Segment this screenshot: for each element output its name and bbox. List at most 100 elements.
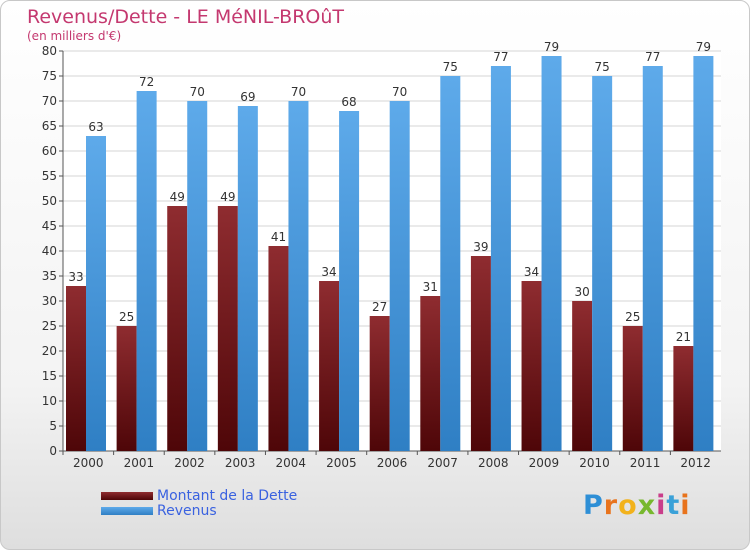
bar-dette [319, 281, 340, 451]
data-label: 34 [321, 265, 336, 279]
data-label: 70 [392, 85, 407, 99]
logo-letter: i [656, 490, 667, 521]
data-label: 39 [473, 240, 488, 254]
y-tick-label: 45 [42, 219, 57, 233]
bar-revenus [237, 106, 258, 451]
data-label: 49 [170, 190, 185, 204]
x-tick-label: 2000 [73, 456, 104, 470]
bar-dette [268, 246, 289, 451]
y-tick-label: 0 [49, 444, 57, 458]
data-label: 77 [493, 50, 508, 64]
bar-dette [470, 256, 491, 451]
y-tick-label: 80 [42, 44, 57, 58]
bar-revenus [541, 56, 562, 451]
data-label: 49 [220, 190, 235, 204]
chart-subtitle: (en milliers d'€) [27, 29, 122, 43]
y-tick-label: 40 [42, 244, 57, 258]
bar-dette [217, 206, 238, 451]
data-label: 33 [68, 270, 83, 284]
bar-dette [369, 316, 390, 451]
legend-item-revenus: Revenus [101, 502, 297, 519]
y-tick-label: 50 [42, 194, 57, 208]
x-tick-label: 2008 [478, 456, 509, 470]
data-label: 31 [423, 280, 438, 294]
bar-revenus [187, 101, 208, 451]
bar-dette [116, 326, 137, 451]
x-tick-label: 2012 [680, 456, 711, 470]
bar-dette [622, 326, 643, 451]
x-tick-label: 2011 [630, 456, 661, 470]
y-tick-label: 75 [42, 69, 57, 83]
legend-swatch-revenus [101, 506, 153, 515]
x-tick-label: 2009 [529, 456, 560, 470]
data-label: 27 [372, 300, 387, 314]
legend-label-dette: Montant de la Dette [157, 487, 298, 504]
x-tick-label: 2003 [225, 456, 256, 470]
y-tick-label: 25 [42, 319, 57, 333]
x-tick-label: 2007 [427, 456, 458, 470]
y-tick-label: 60 [42, 144, 57, 158]
y-tick-label: 55 [42, 169, 57, 183]
data-label: 21 [676, 330, 691, 344]
y-tick-label: 10 [42, 394, 57, 408]
legend: Montant de la Dette Revenus [101, 487, 298, 519]
bar-revenus [490, 66, 511, 451]
bar-revenus [288, 101, 309, 451]
y-tick-label: 70 [42, 94, 57, 108]
data-label: 75 [595, 60, 610, 74]
x-tick-label: 2006 [377, 456, 408, 470]
bar-dette [420, 296, 441, 451]
y-tick-label: 20 [42, 344, 57, 358]
chart-title: Revenus/Dette - LE MéNIL-BROûT [27, 6, 344, 28]
data-label: 79 [696, 40, 711, 54]
data-label: 68 [341, 95, 356, 109]
data-label: 75 [443, 60, 458, 74]
bar-revenus [339, 111, 360, 451]
bar-dette [673, 346, 694, 451]
legend-swatch-dette [101, 491, 153, 500]
bar-dette [66, 286, 86, 451]
bar-revenus [592, 76, 613, 451]
data-label: 70 [190, 85, 205, 99]
logo-letter: x [637, 490, 657, 521]
data-label: 41 [271, 230, 286, 244]
bar-revenus [440, 76, 461, 451]
data-label: 79 [544, 40, 559, 54]
y-tick-label: 35 [42, 269, 57, 283]
legend-label-revenus: Revenus [157, 502, 217, 519]
x-tick-label: 2005 [326, 456, 357, 470]
logo-letter: o [618, 490, 638, 521]
proxiti-logo: Proxiti [583, 490, 691, 521]
bar-revenus [642, 66, 663, 451]
x-tick-label: 2010 [579, 456, 610, 470]
x-tick-label: 2001 [124, 456, 155, 470]
x-tick-label: 2002 [174, 456, 205, 470]
data-label: 63 [88, 120, 103, 134]
logo-letter: i [680, 490, 691, 521]
bar-dette [167, 206, 188, 451]
logo-letter: r [603, 490, 619, 521]
bar-revenus [136, 91, 157, 451]
x-tick-label: 2004 [275, 456, 306, 470]
data-label: 70 [291, 85, 306, 99]
bar-dette [572, 301, 593, 451]
data-label: 72 [139, 75, 154, 89]
data-label: 34 [524, 265, 539, 279]
logo-letter: t [666, 490, 681, 521]
bar-revenus [693, 56, 714, 451]
y-tick-label: 65 [42, 119, 57, 133]
data-label: 30 [575, 285, 590, 299]
bar-revenus [86, 136, 106, 451]
bar-dette [521, 281, 542, 451]
data-label: 69 [240, 90, 255, 104]
data-label: 25 [119, 310, 134, 324]
legend-item-dette: Montant de la Dette [101, 487, 298, 504]
bar-revenus [389, 101, 410, 451]
logo-letter: P [583, 490, 604, 521]
data-label: 77 [645, 50, 660, 64]
y-tick-label: 30 [42, 294, 57, 308]
y-tick-label: 5 [49, 419, 57, 433]
data-label: 25 [625, 310, 640, 324]
